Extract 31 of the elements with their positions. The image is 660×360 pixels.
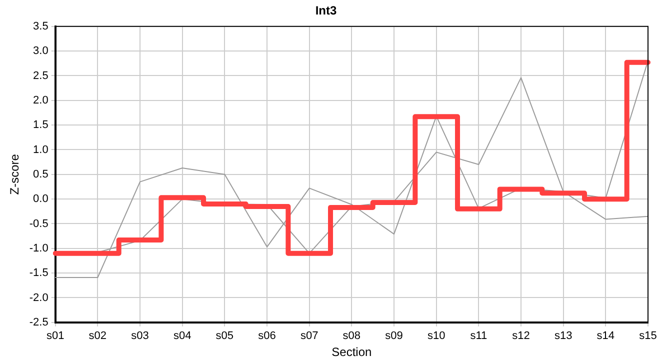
x-tick-label: s08 (342, 330, 361, 342)
y-tick-label: -2.5 (29, 316, 48, 328)
y-tick-label: -2.0 (29, 292, 48, 304)
x-tick-label: s15 (639, 330, 657, 342)
x-axis-title: Section (332, 345, 372, 360)
x-tick-label: s06 (258, 330, 276, 342)
y-tick-label: 1.5 (33, 119, 48, 132)
x-tick-label: s05 (216, 330, 234, 342)
y-tick-label: 0.0 (33, 193, 48, 206)
x-tick-label: s03 (131, 330, 149, 342)
x-tick-label: s14 (596, 330, 615, 342)
y-tick-label: 2.0 (33, 94, 48, 106)
y-tick-label: -1.0 (29, 242, 48, 254)
y-tick-label: 3.5 (33, 20, 48, 32)
y-tick-label: -1.5 (29, 267, 48, 280)
y-axis-title: Z-score (8, 154, 22, 195)
x-tick-label: s13 (554, 330, 572, 342)
x-tick-label: s01 (46, 330, 64, 342)
x-tick-label: s09 (385, 330, 403, 342)
x-tick-label: s04 (173, 330, 192, 342)
x-tick-label: s12 (512, 330, 530, 342)
y-tick-label: 1.0 (33, 144, 48, 156)
x-tick-label: s07 (300, 330, 318, 342)
x-tick-label: s10 (427, 330, 446, 342)
x-tick-label: s02 (88, 330, 107, 342)
chart-title: Int3 (315, 4, 337, 18)
y-tick-label: 2.5 (33, 70, 48, 82)
y-tick-label: -0.5 (29, 218, 48, 230)
x-tick-label: s11 (470, 330, 488, 342)
y-tick-label: 0.5 (33, 168, 48, 180)
y-tick-label: 3.0 (33, 45, 48, 58)
